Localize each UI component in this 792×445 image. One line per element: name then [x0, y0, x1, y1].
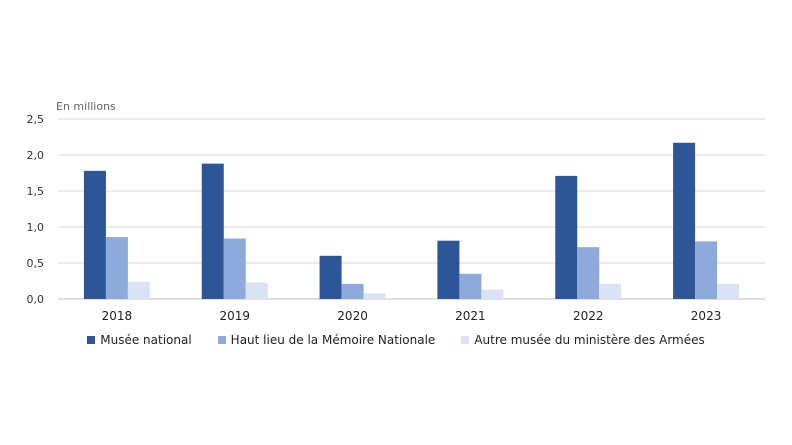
- bar: [459, 273, 482, 299]
- legend-label: Haut lieu de la Mémoire Nationale: [230, 333, 436, 347]
- bar: [599, 283, 622, 299]
- legend-swatch: [217, 336, 226, 344]
- gridlines: [58, 118, 765, 300]
- bar: [555, 175, 578, 299]
- x-tick-label: 2019: [219, 309, 250, 323]
- y-tick-label: 2,0: [27, 149, 45, 162]
- legend-item: Musée national: [87, 333, 192, 347]
- bar: [341, 283, 364, 299]
- y-tick-label: 0,5: [27, 257, 45, 270]
- bar: [105, 237, 128, 299]
- bar: [83, 170, 106, 299]
- legend-label: Musée national: [100, 333, 192, 347]
- x-tick-label: 2023: [691, 309, 722, 323]
- y-tick-label: 1,0: [27, 221, 45, 234]
- bar: [319, 255, 342, 299]
- legend: Musée national Haut lieu de la Mémoire Na…: [0, 333, 792, 347]
- x-tick-label: 2018: [102, 309, 133, 323]
- legend-swatch: [87, 336, 96, 344]
- bar: [437, 240, 460, 299]
- bar: [201, 163, 224, 299]
- bar: [577, 247, 600, 299]
- x-tick-label: 2021: [455, 309, 486, 323]
- bar: [481, 289, 504, 299]
- x-tick-label: 2022: [573, 309, 604, 323]
- y-axis: 0,0 0,5 1,0 1,5 2,0 2,5: [27, 113, 45, 306]
- bar: [695, 241, 718, 299]
- bar: [717, 283, 740, 299]
- y-tick-label: 2,5: [27, 113, 45, 126]
- bars: [83, 142, 740, 299]
- legend-swatch: [461, 336, 470, 344]
- bar: [363, 293, 386, 299]
- legend-item: Autre musée du ministère des Armées: [461, 333, 705, 347]
- bar: [127, 281, 150, 299]
- bar: [223, 238, 246, 299]
- x-tick-label: 2020: [337, 309, 368, 323]
- unit-label: En millions: [56, 100, 116, 113]
- legend-item: Haut lieu de la Mémoire Nationale: [217, 333, 436, 347]
- legend-label: Autre musée du ministère des Armées: [474, 333, 705, 347]
- y-tick-label: 0,0: [27, 293, 45, 306]
- y-tick-label: 1,5: [27, 185, 45, 198]
- bar: [673, 142, 696, 299]
- x-axis: 2018 2019 2020 2021 2022 2023: [102, 309, 722, 323]
- bar: [245, 282, 268, 299]
